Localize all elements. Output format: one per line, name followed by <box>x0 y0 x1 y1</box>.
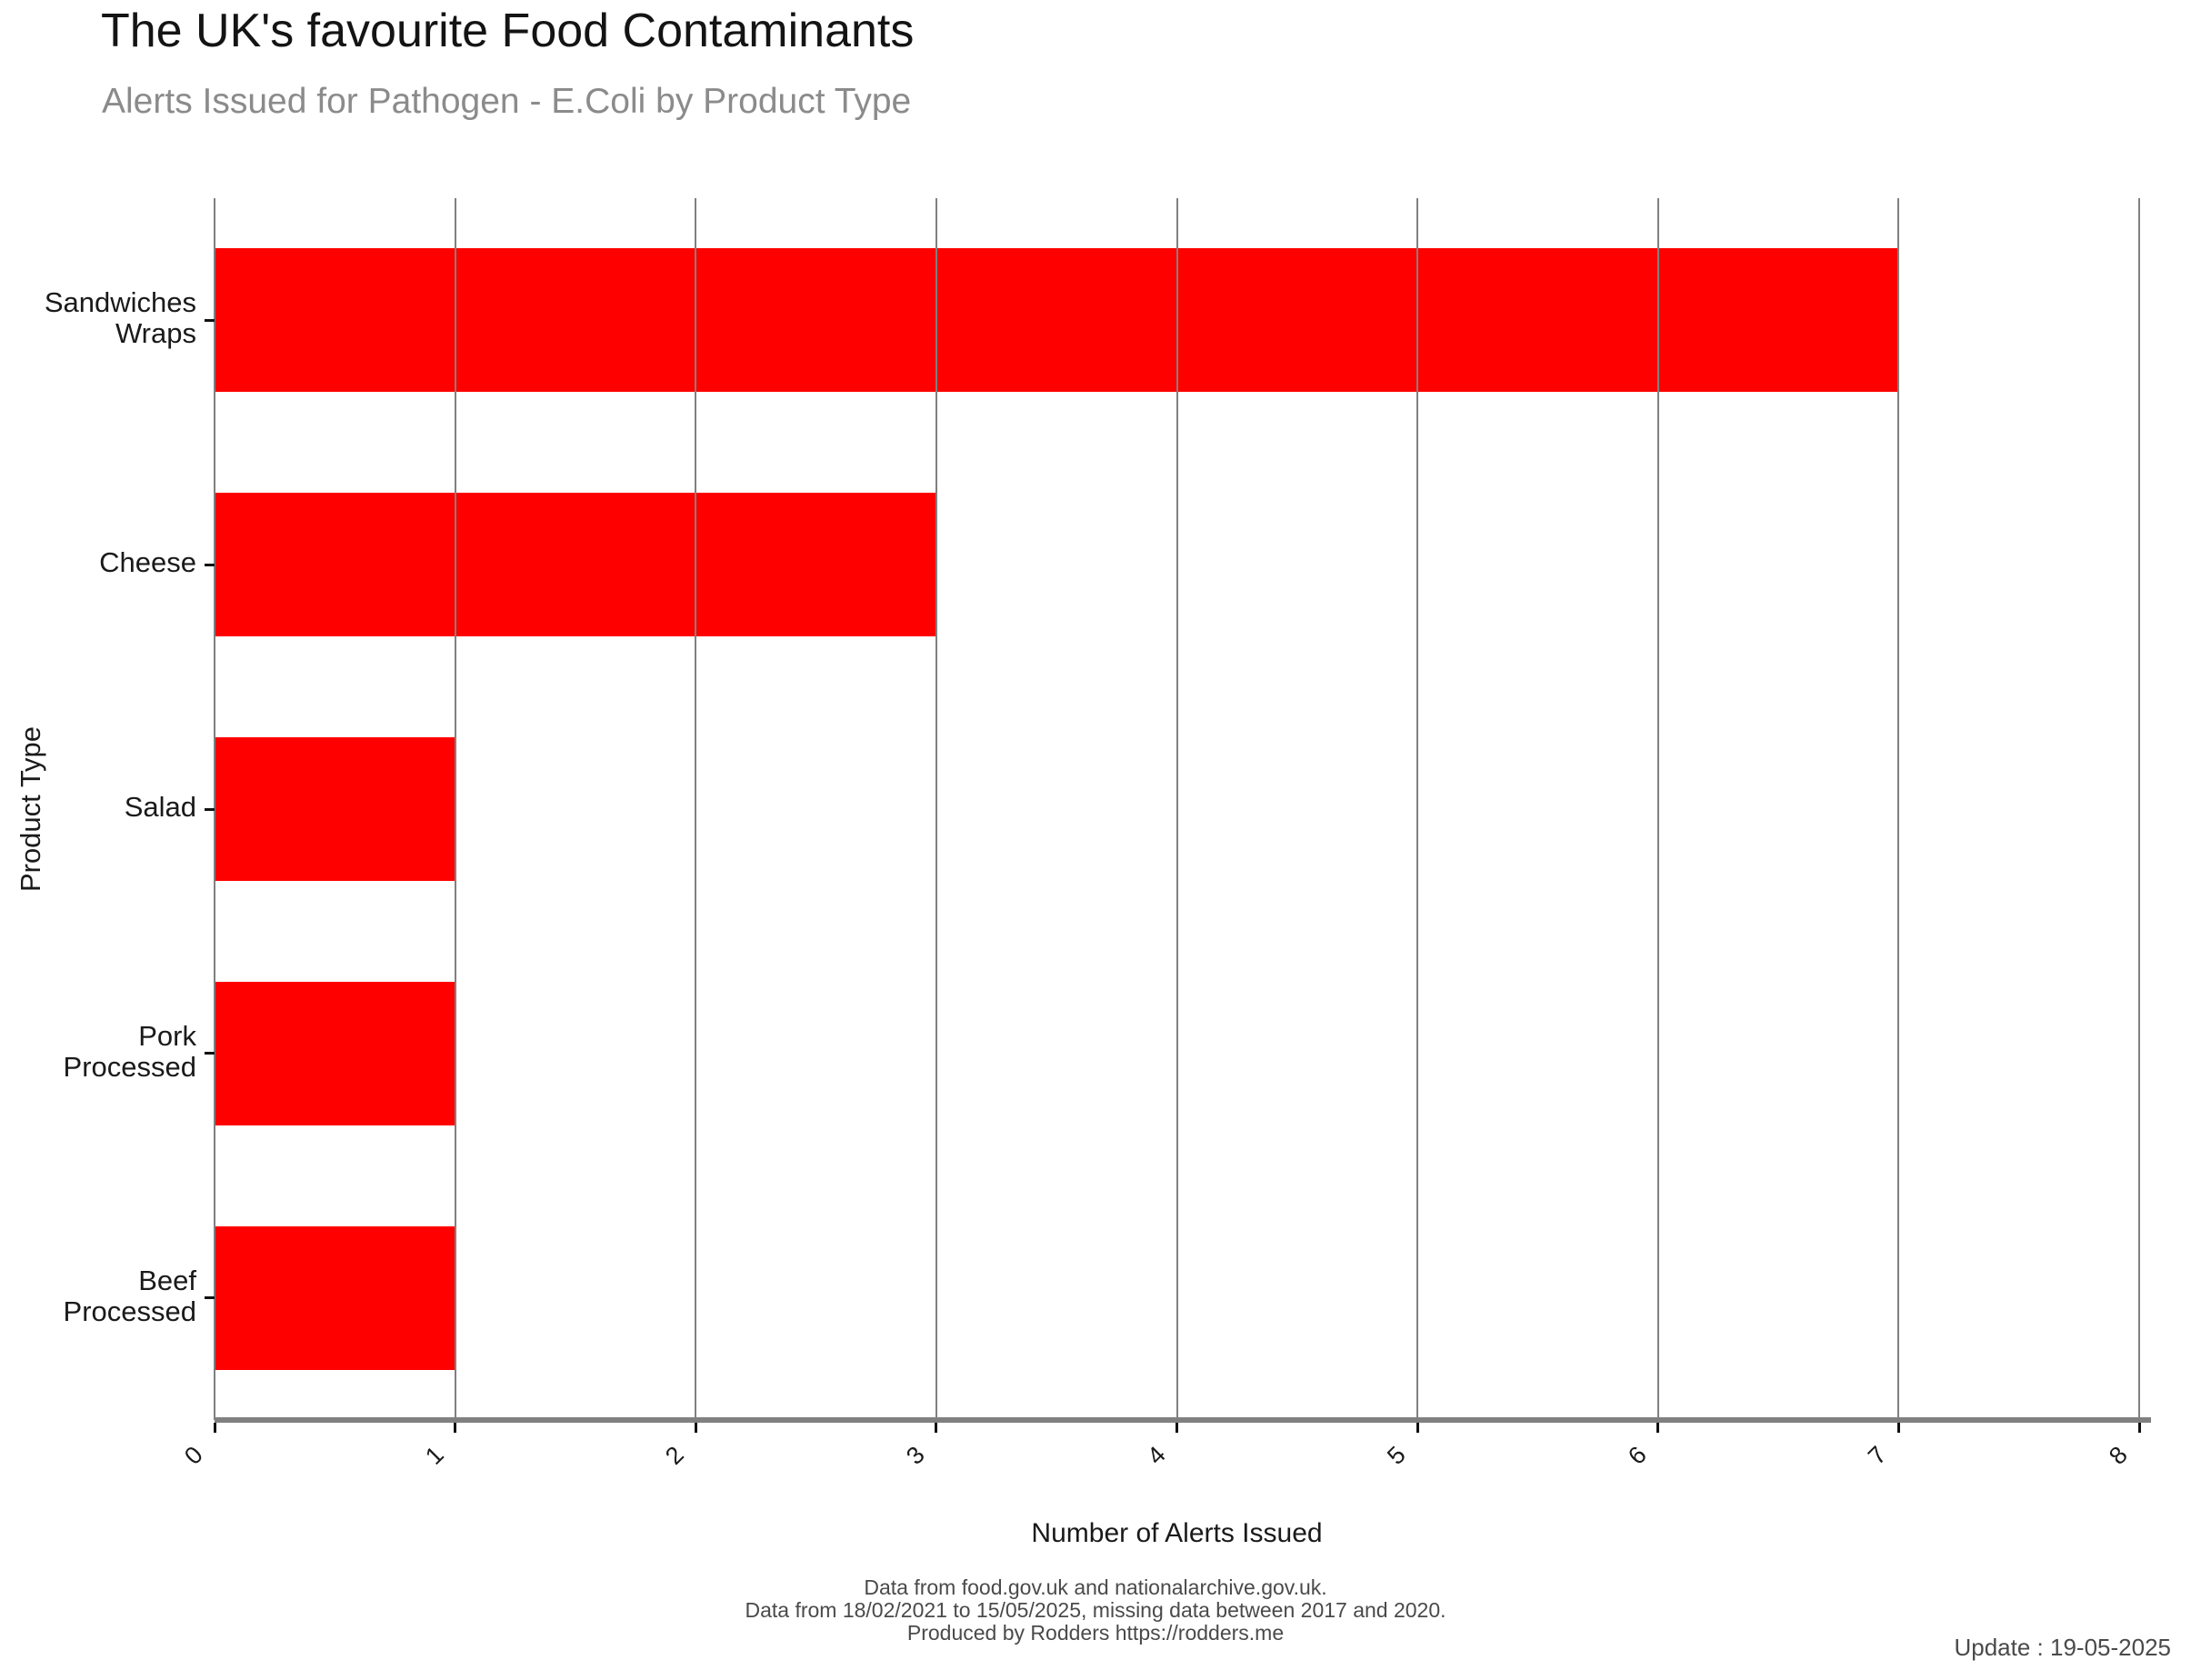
x-tick-label-8: 8 <box>2103 1440 2133 1470</box>
bar-cheese <box>215 493 936 637</box>
bar-pork-processed <box>215 981 455 1125</box>
y-tick-mark-sandwiches-wraps <box>205 318 215 322</box>
x-tick-mark-4 <box>1176 1423 1178 1433</box>
x-tick-mark-3 <box>935 1423 938 1433</box>
x-tick-label-6: 6 <box>1622 1440 1652 1470</box>
footer-line-producer: Produced by Rodders https://rodders.me <box>906 1621 1285 1645</box>
y-category-label-line: Wraps <box>115 317 196 350</box>
gridline-x-5 <box>1416 198 1419 1420</box>
footer-line-source: Data from food.gov.uk and nationalarchiv… <box>864 1575 1327 1599</box>
y-category-label-line: Salad <box>124 791 196 823</box>
y-category-label-line: Processed <box>63 1050 196 1083</box>
x-tick-label-5: 5 <box>1381 1440 1411 1470</box>
gridline-x-0 <box>214 198 215 1420</box>
x-axis-title: Number of Alerts Issued <box>1031 1518 1323 1548</box>
y-category-label-salad: Salad <box>0 792 196 823</box>
gridline-x-3 <box>935 198 937 1420</box>
y-category-label-beef-processed: Beef Processed <box>0 1265 196 1327</box>
x-tick-mark-1 <box>454 1423 457 1433</box>
update-date: Update : 19-05-2025 <box>1954 1634 2171 1661</box>
x-tick-label-7: 7 <box>1863 1440 1892 1470</box>
y-category-label-line: Pork <box>138 1019 196 1052</box>
plot-area <box>214 198 2140 1420</box>
y-category-label-line: Beef <box>138 1264 196 1296</box>
footer-credits: Data from food.gov.uk and nationalarchiv… <box>0 1576 2191 1645</box>
x-tick-mark-5 <box>1416 1423 1419 1433</box>
x-tick-mark-2 <box>694 1423 697 1433</box>
x-tick-mark-6 <box>1656 1423 1660 1433</box>
gridline-x-4 <box>1176 198 1178 1420</box>
y-tick-mark-salad <box>205 807 215 811</box>
y-category-label-line: Cheese <box>99 546 196 579</box>
y-tick-mark-cheese <box>205 563 215 566</box>
y-category-label-cheese: Cheese <box>0 547 196 578</box>
y-category-label-line: Processed <box>63 1295 196 1327</box>
gridline-x-8 <box>2138 198 2140 1420</box>
y-category-label-line: Sandwiches <box>44 286 196 319</box>
chart-title: The UK's favourite Food Contaminants <box>101 5 915 57</box>
x-axis-line <box>215 1417 2151 1423</box>
x-tick-label-0: 0 <box>178 1440 208 1470</box>
bar-sandwiches-wraps <box>215 248 1899 393</box>
gridline-x-1 <box>454 198 456 1420</box>
y-category-label-pork-processed: Pork Processed <box>0 1019 196 1083</box>
y-category-label-sandwiches-wraps: Sandwiches Wraps <box>0 287 196 349</box>
chart-subtitle: Alerts Issued for Pathogen - E.Coli by P… <box>102 82 912 121</box>
x-tick-mark-8 <box>2137 1423 2141 1433</box>
x-tick-label-1: 1 <box>419 1440 449 1470</box>
x-tick-label-4: 4 <box>1141 1440 1171 1470</box>
bar-salad <box>215 737 455 881</box>
x-tick-mark-7 <box>1896 1423 1900 1433</box>
gridline-x-6 <box>1656 198 1659 1420</box>
x-tick-label-3: 3 <box>900 1440 930 1470</box>
y-tick-mark-beef-processed <box>205 1296 215 1300</box>
footer-line-range: Data from 18/02/2021 to 15/05/2025, miss… <box>745 1598 1446 1622</box>
y-tick-mark-pork-processed <box>205 1052 215 1055</box>
gridline-x-2 <box>695 198 697 1420</box>
x-tick-mark-0 <box>213 1423 216 1433</box>
x-tick-label-2: 2 <box>659 1440 689 1470</box>
gridline-x-7 <box>1897 198 1900 1420</box>
bar-beef-processed <box>215 1225 455 1370</box>
